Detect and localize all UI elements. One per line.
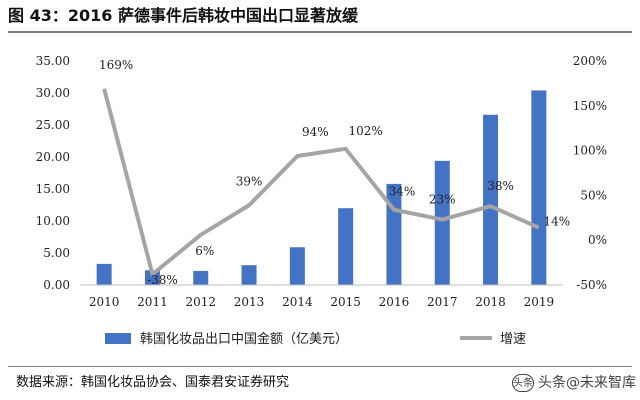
watermark-text: 头条@未来智库	[538, 375, 636, 391]
source-note: 数据来源：韩国化妆品协会、国泰君安证券研究	[16, 375, 290, 390]
growth-label-2016: 34%	[389, 185, 416, 199]
left-tick-label: 25.00	[36, 118, 70, 132]
bar-2012	[193, 270, 209, 285]
watermark: 头条 头条@未来智库	[512, 371, 636, 395]
growth-label-2014: 94%	[302, 125, 329, 139]
chart-legend: 韩国化妆品出口中国金额（亿美元） 增速	[105, 331, 526, 347]
legend-bar-swatch	[105, 333, 131, 344]
left-tick-label: 10.00	[36, 214, 70, 228]
source-divider	[8, 366, 632, 367]
growth-rate-line	[102, 88, 540, 277]
bar-2016	[386, 183, 402, 285]
bar-2015	[338, 208, 354, 285]
bar-series	[96, 90, 547, 285]
left-tick-label: 30.00	[36, 86, 70, 100]
left-axis-ticks: 0.00 5.00 10.00 15.00 20.00 25.00 30.00 35.00	[36, 54, 70, 292]
growth-label-2010: 169%	[99, 58, 133, 72]
right-tick-label: 50%	[580, 188, 607, 202]
title-divider	[8, 31, 632, 33]
x-axis-ticks: 2010 2011 2012 2013 2014 2015 2016 2017 2018 2019	[89, 295, 554, 309]
growth-label-2012: 6%	[195, 244, 214, 258]
growth-data-labels: 169% -38% 6% 39% 94% 102% 34% 23% 38% 14%	[99, 58, 570, 287]
growth-label-2015: 102%	[348, 124, 382, 138]
right-tick-label: 150%	[573, 99, 607, 113]
figure-title: 图 43：2016 萨德事件后韩妆中国出口显著放缓	[8, 6, 358, 25]
bar-2017	[434, 160, 450, 285]
watermark-logo: 头条	[512, 374, 534, 392]
growth-label-2011: -38%	[147, 273, 178, 287]
left-tick-label: 35.00	[36, 54, 70, 68]
x-tick-label: 2012	[185, 295, 216, 309]
bar-2010	[96, 263, 112, 285]
left-tick-label: 5.00	[43, 246, 70, 260]
right-axis-ticks: -50% 0% 50% 100% 150% 200%	[573, 54, 607, 292]
x-tick-label: 2015	[330, 295, 361, 309]
right-tick-label: -50%	[576, 278, 607, 292]
left-tick-label: 0.00	[43, 278, 70, 292]
bar-2018	[483, 114, 499, 285]
growth-label-2013: 39%	[236, 174, 263, 188]
left-tick-label: 20.00	[36, 150, 70, 164]
x-tick-label: 2014	[282, 295, 313, 309]
right-tick-label: 100%	[573, 144, 607, 158]
bar-2013	[241, 265, 257, 285]
growth-label-2019: 14%	[544, 215, 571, 229]
legend-line-label: 增速	[500, 332, 526, 347]
x-tick-label: 2010	[89, 295, 120, 309]
bar-2014	[289, 247, 305, 285]
growth-label-2017: 23%	[429, 193, 456, 207]
x-tick-label: 2019	[524, 295, 555, 309]
x-tick-label: 2018	[475, 295, 506, 309]
x-tick-label: 2017	[427, 295, 458, 309]
left-tick-label: 15.00	[36, 182, 70, 196]
growth-label-2018: 38%	[487, 179, 514, 193]
right-tick-label: 200%	[573, 54, 607, 68]
x-tick-label: 2013	[234, 295, 265, 309]
bar-2011	[144, 270, 160, 285]
x-tick-label: 2016	[379, 295, 410, 309]
bar-2019	[531, 90, 547, 285]
right-tick-label: 0%	[588, 233, 607, 247]
legend-bar-label: 韩国化妆品出口中国金额（亿美元）	[140, 331, 348, 347]
x-tick-label: 2011	[137, 295, 168, 309]
